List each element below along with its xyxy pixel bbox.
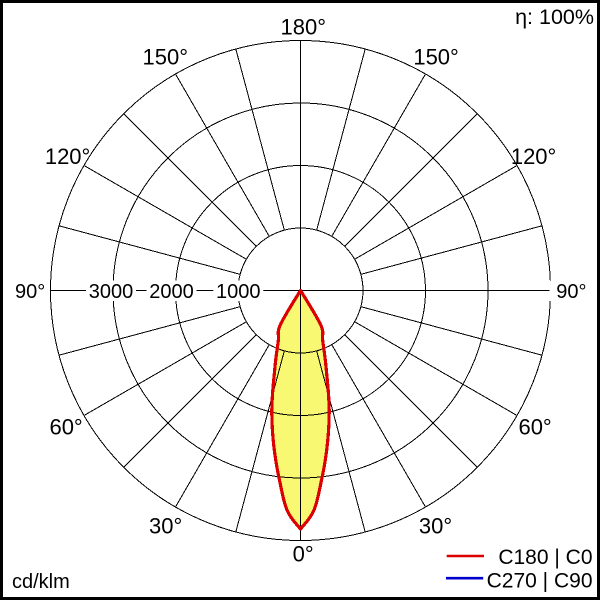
svg-text:C270 | C90: C270 | C90 [487,569,593,592]
svg-text:150°: 150° [413,44,459,69]
svg-text:60°: 60° [518,415,551,440]
svg-text:150°: 150° [143,44,189,69]
svg-text:90°: 90° [556,281,586,303]
svg-text:cd/klm: cd/klm [12,571,70,593]
svg-text:180°: 180° [281,15,327,40]
svg-text:3000: 3000 [89,281,134,303]
svg-text:C180 | C0: C180 | C0 [498,546,592,569]
svg-text:120°: 120° [511,144,557,169]
svg-text:120°: 120° [45,144,91,169]
svg-text:0°: 0° [293,541,314,566]
svg-text:2000: 2000 [149,281,194,303]
svg-text:η: 100%: η: 100% [515,5,594,29]
svg-text:30°: 30° [149,513,182,538]
svg-text:1000: 1000 [216,281,261,303]
svg-text:90°: 90° [15,281,45,303]
svg-text:30°: 30° [419,513,452,538]
svg-text:60°: 60° [49,415,82,440]
